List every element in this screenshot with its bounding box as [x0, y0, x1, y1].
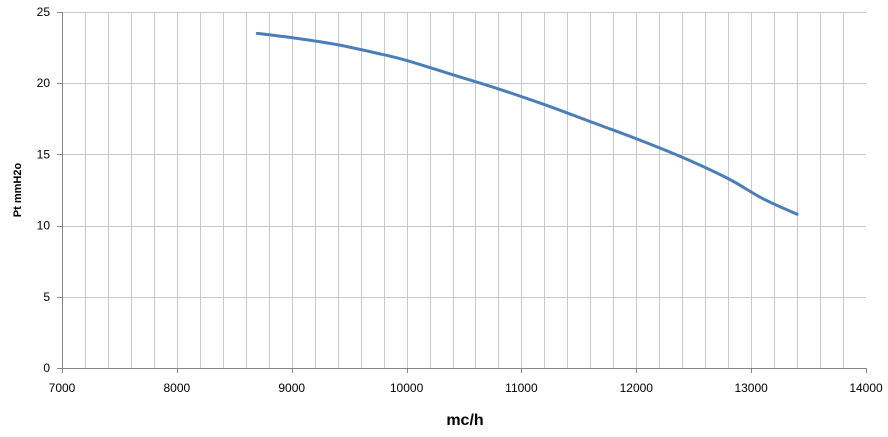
x-axis-title: mc/h [446, 412, 483, 429]
y-tick-label: 20 [37, 76, 51, 90]
x-tick-label: 12000 [620, 381, 654, 395]
y-axis-ticks: 0 5 10 15 20 25 [37, 5, 62, 375]
x-tick-label: 9000 [278, 381, 305, 395]
x-tick-label: 11000 [505, 381, 538, 395]
y-tick-label: 5 [43, 290, 50, 304]
y-tick-label: 25 [37, 5, 51, 19]
x-tick-label: 10000 [390, 381, 424, 395]
y-tick-label: 10 [37, 219, 51, 233]
gridlines [62, 12, 866, 368]
series-line [255, 31, 799, 216]
plot-area [57, 12, 866, 373]
y-axis-title: Pt mmH2o [12, 163, 24, 218]
x-tick-label: 7000 [49, 381, 76, 395]
x-tick-label: 8000 [164, 381, 191, 395]
x-axis-ticks: 7000 8000 9000 10000 11000 12000 13000 14000 [49, 368, 883, 395]
y-tick-label: 15 [37, 147, 51, 161]
x-tick-label: 13000 [734, 381, 768, 395]
y-tick-label: 0 [43, 361, 50, 375]
x-tick-label: 14000 [849, 381, 883, 395]
series-layer [255, 31, 799, 216]
